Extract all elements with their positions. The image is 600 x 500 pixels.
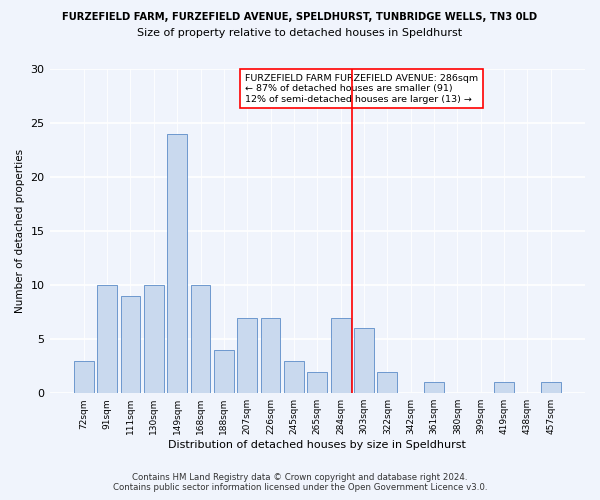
Bar [354,328,374,393]
Bar [121,296,140,393]
X-axis label: Distribution of detached houses by size in Speldhurst: Distribution of detached houses by size … [169,440,466,450]
Bar [167,134,187,393]
Text: FURZEFIELD FARM FURZEFIELD AVENUE: 286sqm
← 87% of detached houses are smaller (: FURZEFIELD FARM FURZEFIELD AVENUE: 286sq… [245,74,478,104]
Bar [424,382,444,393]
Bar [331,318,350,393]
Bar [238,318,257,393]
Bar [307,372,327,393]
Y-axis label: Number of detached properties: Number of detached properties [15,149,25,313]
Bar [260,318,280,393]
Bar [97,285,117,393]
Bar [284,361,304,393]
Bar [377,372,397,393]
Bar [191,285,211,393]
Bar [494,382,514,393]
Text: Size of property relative to detached houses in Speldhurst: Size of property relative to detached ho… [137,28,463,38]
Text: FURZEFIELD FARM, FURZEFIELD AVENUE, SPELDHURST, TUNBRIDGE WELLS, TN3 0LD: FURZEFIELD FARM, FURZEFIELD AVENUE, SPEL… [62,12,538,22]
Bar [144,285,164,393]
Text: Contains HM Land Registry data © Crown copyright and database right 2024.
Contai: Contains HM Land Registry data © Crown c… [113,473,487,492]
Bar [541,382,560,393]
Bar [74,361,94,393]
Bar [214,350,234,393]
